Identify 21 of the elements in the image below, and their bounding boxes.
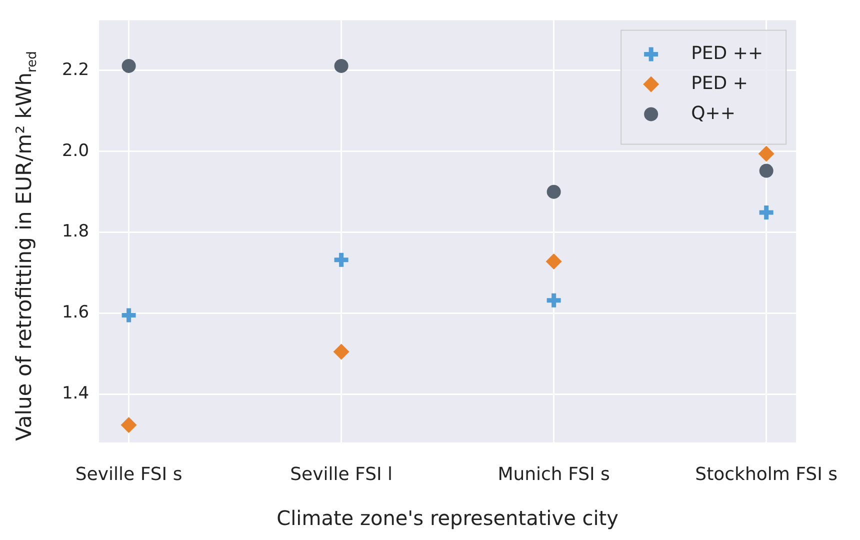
- x-axis-title: Climate zone's representative city: [276, 506, 619, 530]
- x-tick-label: Munich FSI s: [498, 464, 610, 485]
- legend-label: PED +: [691, 72, 748, 94]
- legend-label: PED ++: [691, 42, 764, 64]
- legend-label: Q++: [691, 102, 736, 124]
- x-tick-label: Seville FSI l: [290, 464, 393, 485]
- point: [120, 416, 137, 433]
- x-tick-label: Stockholm FSI s: [695, 464, 838, 485]
- point: [546, 184, 561, 199]
- x-tick-label: Seville FSI s: [75, 464, 182, 485]
- point: [759, 164, 774, 178]
- point: [758, 146, 774, 162]
- y-tick-label: 1.8: [62, 222, 90, 242]
- y-tick-label: 1.6: [62, 302, 90, 323]
- y-tick-label: 2.2: [62, 60, 90, 80]
- y-tick-label: 2.0: [62, 140, 90, 161]
- y-tick-label: 1.4: [62, 384, 90, 404]
- point: [122, 58, 136, 73]
- point: [334, 58, 348, 73]
- point: [333, 344, 350, 360]
- point: [546, 253, 562, 270]
